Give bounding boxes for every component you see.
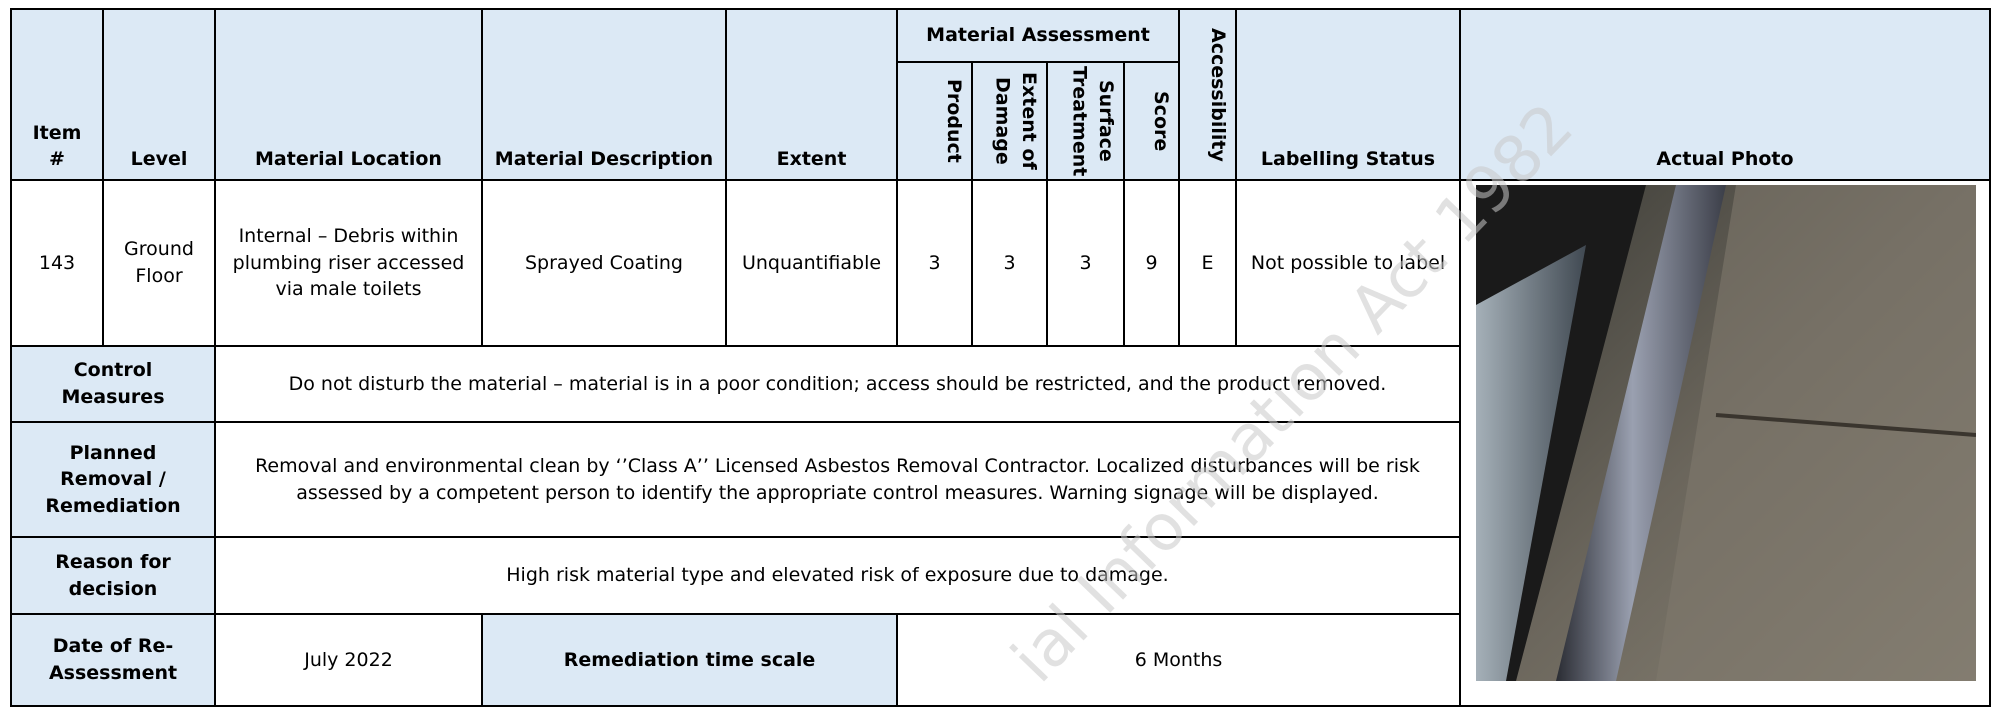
header-assessment: Material Assessment — [896, 8, 1180, 63]
header-photo: Actual Photo — [1459, 8, 1991, 181]
cell: 143 — [10, 179, 104, 347]
header-damage: Extent of Damage — [971, 61, 1048, 181]
header-labelling: Labelling Status — [1235, 8, 1461, 181]
header-level: Level — [102, 8, 216, 181]
row-label: Remediation time scale — [481, 613, 898, 707]
cell: 3 — [1046, 179, 1125, 347]
cell: Internal – Debris within plumbing riser … — [214, 179, 483, 347]
header-location: Material Location — [214, 8, 483, 181]
cell: Ground Floor — [102, 179, 216, 347]
row-text: High risk material type and elevated ris… — [214, 536, 1461, 615]
row-text: Do not disturb the material – material i… — [214, 345, 1461, 423]
row-text: Removal and environmental clean by ‘’Cla… — [214, 421, 1461, 538]
cell: 9 — [1123, 179, 1180, 347]
cell: 6 Months — [896, 613, 1461, 707]
row-label: Reason for decision — [10, 536, 216, 615]
header-extent: Extent — [725, 8, 898, 181]
header-accessibility: Accessibility — [1178, 8, 1237, 181]
cell: Not possible to label — [1235, 179, 1461, 347]
header-item: Item # — [10, 8, 104, 181]
cell: July 2022 — [214, 613, 483, 707]
photo-cell — [1459, 179, 1991, 707]
header-surface: Surface Treatment — [1046, 61, 1125, 181]
cell: Unquantifiable — [725, 179, 898, 347]
cell: 3 — [896, 179, 973, 347]
photo — [1476, 185, 1976, 681]
cell: E — [1178, 179, 1237, 347]
row-label: Planned Removal / Remediation — [10, 421, 216, 538]
header-description: Material Description — [481, 8, 727, 181]
header-score: Score — [1123, 61, 1180, 181]
row-label: Control Measures — [10, 345, 216, 423]
cell: 3 — [971, 179, 1048, 347]
row-label: Date of Re-Assessment — [10, 613, 216, 707]
header-product: Product — [896, 61, 973, 181]
cell: Sprayed Coating — [481, 179, 727, 347]
